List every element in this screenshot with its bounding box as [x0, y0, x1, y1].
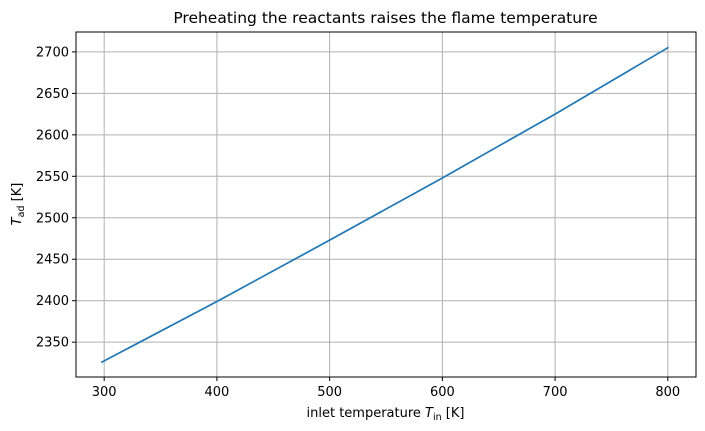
x-tick-label: 600	[430, 385, 455, 400]
y-tick-label: 2550	[36, 170, 69, 185]
y-tick-label: 2450	[36, 253, 69, 268]
y-tick-label: 2400	[36, 294, 69, 309]
x-tick-label: 400	[204, 385, 229, 400]
ticks: 300 400 500 600 700 800 2350 2400 2450 2500 2550 26…	[36, 45, 680, 400]
x-axis-label-prefix: inlet temperature	[307, 406, 426, 421]
series-layer	[100, 46, 669, 364]
x-axis-label: inlet temperature Tin [K]	[307, 406, 465, 423]
y-axis-label: Tad [K]	[10, 183, 27, 226]
x-tick-label: 800	[655, 385, 680, 400]
grid-lines	[76, 32, 696, 377]
x-tick-label: 300	[92, 385, 117, 400]
y-tick-label: 2500	[36, 211, 69, 226]
chart-title: Preheating the reactants raises the flam…	[173, 9, 597, 27]
x-axis-label-suffix: [K]	[442, 406, 465, 421]
y-axis-label-symbol: T	[10, 216, 25, 225]
x-tick-label: 700	[543, 385, 568, 400]
y-axis-label-subscript: ad	[16, 206, 27, 218]
x-axis-label-symbol: T	[425, 406, 434, 421]
y-axis-label-suffix: [K]	[10, 183, 25, 206]
series-line	[100, 46, 669, 364]
axes-frame	[75, 31, 697, 378]
x-tick-label: 500	[317, 385, 342, 400]
x-axis-label-subscript: in	[433, 412, 442, 423]
y-tick-label: 2350	[36, 336, 69, 351]
y-tick-label: 2600	[36, 128, 69, 143]
y-tick-label: 2700	[36, 45, 69, 60]
y-tick-label: 2650	[36, 87, 69, 102]
